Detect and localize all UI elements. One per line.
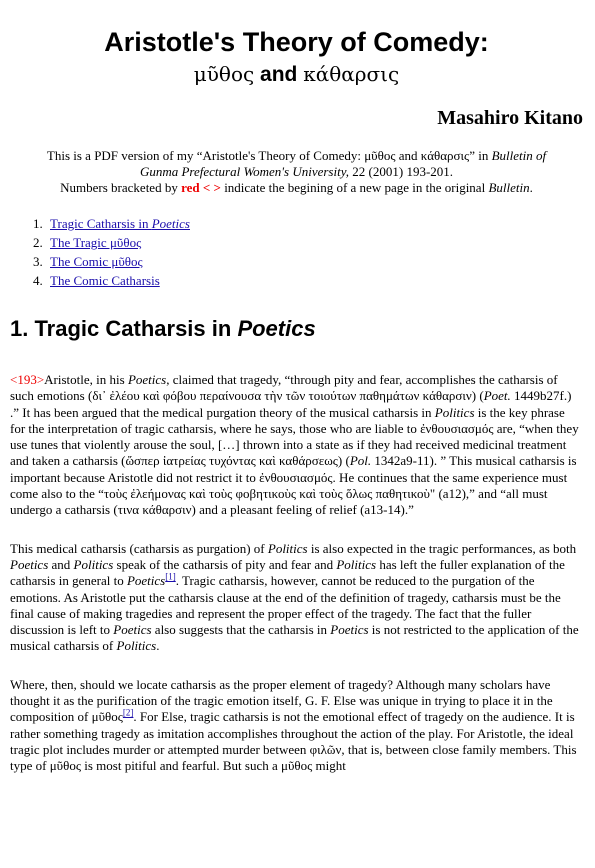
- text-run: .: [529, 180, 533, 195]
- text-run: This medical catharsis (catharsis as pur…: [10, 540, 268, 556]
- paragraph: <193>Aristotle, in his Poetics, claimed …: [10, 372, 583, 519]
- page: Aristotle's Theory of Comedy: μῦθος and …: [0, 26, 595, 868]
- title: Aristotle's Theory of Comedy:: [104, 27, 489, 57]
- text-run: Politics: [267, 540, 308, 556]
- text-run: The Comic μῦθος: [50, 254, 143, 269]
- toc-number: 3.: [33, 254, 43, 269]
- text-run: Poetics: [151, 216, 190, 231]
- toc-number: 1.: [33, 216, 43, 231]
- text-run: Poetics: [126, 573, 166, 589]
- toc-number: 4.: [33, 273, 43, 288]
- text-run: 1. Tragic Catharsis in: [10, 316, 238, 341]
- intro-line: Numbers bracketed by red < > indicate th…: [30, 180, 563, 196]
- text-run: Pol.: [349, 453, 372, 469]
- toc-link[interactable]: The Comic Catharsis: [50, 273, 160, 288]
- text-run: Poet.: [483, 388, 511, 404]
- text-run: Bulletin of Gunma Prefectural Women's Un…: [139, 148, 547, 179]
- text-run: Politics: [116, 638, 157, 654]
- text-run: 22 (2001) 193-201.: [349, 164, 454, 179]
- section-body: <193>Aristotle, in his Poetics, claimed …: [10, 372, 583, 775]
- text-run: speak of the catharsis of pity and fear …: [113, 556, 337, 572]
- text-run: Where, then, should we locate catharsis …: [10, 676, 553, 725]
- text-run: and: [254, 63, 304, 86]
- text-run: is not restricted to the application of …: [10, 622, 579, 654]
- text-run: μῦθος: [193, 62, 255, 86]
- text-run: Poetics: [113, 622, 152, 638]
- text-run: indicate the begining of a new page in t…: [220, 180, 489, 195]
- footnote-ref: [1]: [165, 572, 176, 582]
- toc-item: 2. The Tragic μῦθος: [33, 233, 583, 252]
- document: Aristotle's Theory of Comedy: μῦθος and …: [0, 26, 595, 775]
- text-run: Poetics: [10, 556, 49, 572]
- intro-line: This is a PDF version of my “Aristotle's…: [30, 148, 563, 180]
- table-of-contents: 1. Tragic Catharsis in Poetics 2. The Tragi…: [33, 214, 583, 290]
- text-run: κάθαρσις: [303, 62, 400, 86]
- text-run: Politics: [434, 404, 475, 420]
- text-run: .: [156, 638, 160, 654]
- text-run: The Tragic μῦθος: [50, 235, 142, 250]
- toc-link[interactable]: Tragic Catharsis in Poetics: [50, 216, 190, 231]
- toc-link[interactable]: The Comic μῦθος: [50, 254, 143, 269]
- toc-link[interactable]: The Tragic μῦθος: [50, 235, 141, 250]
- toc-number: 2.: [33, 235, 43, 250]
- text-run: Politics: [336, 556, 377, 572]
- text-run: <193>: [10, 372, 45, 387]
- text-run: also suggests that the catharsis in: [151, 622, 331, 638]
- paragraph: This medical catharsis (catharsis as pur…: [10, 541, 583, 655]
- text-run: Tragic Catharsis in: [50, 216, 152, 231]
- subtitle: μῦθος and κάθαρσις: [10, 60, 583, 89]
- intro: This is a PDF version of my “Aristotle's…: [30, 148, 563, 196]
- paragraph: Where, then, should we locate catharsis …: [10, 677, 583, 775]
- text-run: and: [48, 556, 74, 572]
- text-run: Bulletin: [488, 180, 530, 195]
- text-run: Aristotle, in his: [44, 372, 128, 387]
- footnote-link[interactable]: [1]: [165, 571, 176, 582]
- text-run: Poetics: [127, 372, 167, 387]
- text-run: . Tragic catharsis, however, cannot be r…: [10, 573, 561, 638]
- section-heading: 1. Tragic Catharsis in Poetics: [10, 316, 583, 342]
- text-run: red < >: [181, 180, 221, 195]
- text-run: is the key phrase for the interpretation…: [10, 404, 579, 469]
- text-run: 1449b27f.) .” It has been argued that th…: [10, 388, 572, 420]
- text-run: has left the fuller explanation of the c…: [10, 556, 565, 589]
- footnote-ref: [2]: [123, 708, 134, 718]
- text-run: Numbers bracketed by: [60, 180, 182, 195]
- toc-item: 1. Tragic Catharsis in Poetics: [33, 214, 583, 233]
- text-run: Poetics: [237, 316, 316, 341]
- footnote-link[interactable]: [2]: [122, 708, 134, 719]
- text-run: The Comic Catharsis: [50, 273, 160, 288]
- text-run: is also expected in the tragic performan…: [307, 540, 577, 556]
- text-run: Poetics: [330, 622, 369, 638]
- author: Masahiro Kitano: [437, 107, 583, 129]
- text-run: This is a PDF version of my “Aristotle's…: [46, 148, 492, 163]
- text-run: . For Else, tragic catharsis is not the …: [10, 709, 577, 774]
- text-run: Politics: [73, 556, 114, 572]
- toc-item: 4. The Comic Catharsis: [33, 271, 583, 290]
- text-run: 1342a9-11). ” This musical catharsis is …: [10, 453, 577, 518]
- toc-item: 3. The Comic μῦθος: [33, 252, 583, 271]
- text-run: , claimed that tragedy, “through pity an…: [10, 372, 558, 404]
